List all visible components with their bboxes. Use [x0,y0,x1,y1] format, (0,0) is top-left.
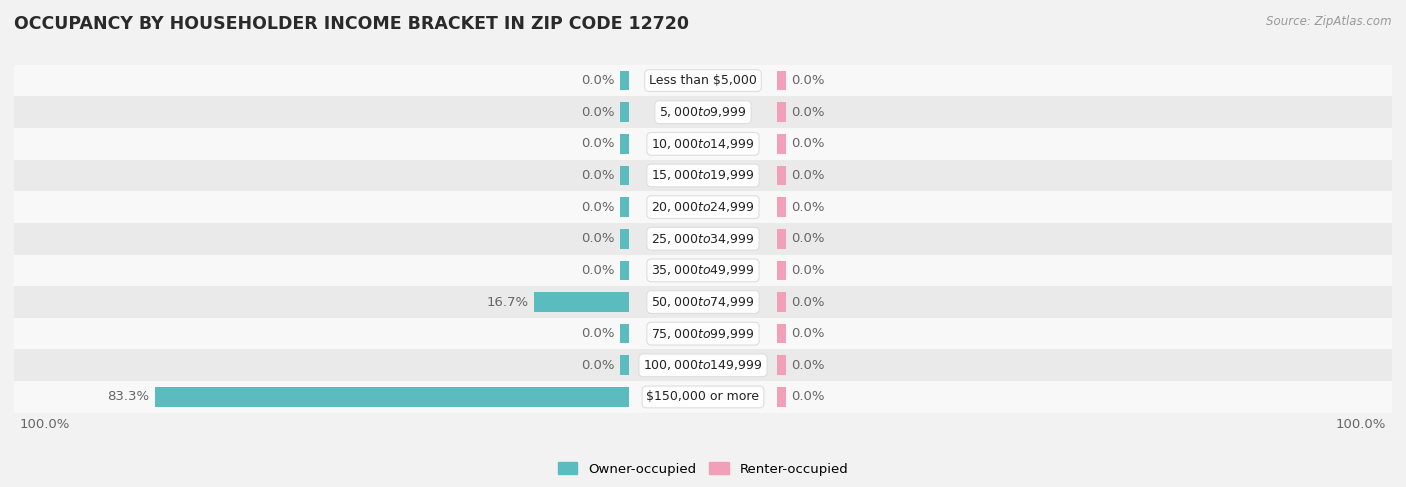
Text: 0.0%: 0.0% [581,169,614,182]
Bar [778,292,786,312]
Text: $150,000 or more: $150,000 or more [647,391,759,403]
Bar [778,229,786,248]
Text: $50,000 to $74,999: $50,000 to $74,999 [651,295,755,309]
Bar [620,197,628,217]
Bar [14,255,1392,286]
Bar [14,160,1392,191]
Bar [14,381,1392,413]
Bar [778,324,786,343]
Bar [155,387,628,407]
Text: 100.0%: 100.0% [20,418,70,431]
Text: $10,000 to $14,999: $10,000 to $14,999 [651,137,755,151]
Text: 0.0%: 0.0% [792,137,825,150]
Text: 83.3%: 83.3% [107,391,149,403]
Text: 0.0%: 0.0% [581,264,614,277]
Text: $25,000 to $34,999: $25,000 to $34,999 [651,232,755,246]
Text: 0.0%: 0.0% [792,391,825,403]
Bar [778,356,786,375]
Bar [778,134,786,154]
Text: Less than $5,000: Less than $5,000 [650,74,756,87]
Text: 0.0%: 0.0% [792,201,825,214]
Text: $20,000 to $24,999: $20,000 to $24,999 [651,200,755,214]
Text: $5,000 to $9,999: $5,000 to $9,999 [659,105,747,119]
Bar [14,191,1392,223]
Bar [14,286,1392,318]
Text: 0.0%: 0.0% [581,74,614,87]
Bar [778,166,786,185]
Bar [778,71,786,91]
Bar [778,387,786,407]
Bar [620,134,628,154]
Text: 0.0%: 0.0% [792,232,825,245]
Bar [778,261,786,280]
Text: 0.0%: 0.0% [581,106,614,119]
Text: 100.0%: 100.0% [1336,418,1386,431]
Legend: Owner-occupied, Renter-occupied: Owner-occupied, Renter-occupied [553,457,853,481]
Text: 0.0%: 0.0% [792,359,825,372]
Text: 0.0%: 0.0% [792,106,825,119]
Bar [620,229,628,248]
Bar [778,197,786,217]
Text: Source: ZipAtlas.com: Source: ZipAtlas.com [1267,15,1392,28]
Text: $75,000 to $99,999: $75,000 to $99,999 [651,327,755,341]
Bar [620,71,628,91]
Text: 16.7%: 16.7% [486,296,529,309]
Bar [620,356,628,375]
Text: 0.0%: 0.0% [792,264,825,277]
Bar [778,102,786,122]
Text: 0.0%: 0.0% [581,201,614,214]
Bar [620,102,628,122]
Bar [14,128,1392,160]
Text: 0.0%: 0.0% [792,74,825,87]
Bar [534,292,628,312]
Text: 0.0%: 0.0% [581,359,614,372]
Bar [14,65,1392,96]
Bar [14,223,1392,255]
Text: $15,000 to $19,999: $15,000 to $19,999 [651,169,755,183]
Bar [620,324,628,343]
Text: 0.0%: 0.0% [792,296,825,309]
Text: 0.0%: 0.0% [792,169,825,182]
Bar [14,350,1392,381]
Text: 0.0%: 0.0% [581,232,614,245]
Text: OCCUPANCY BY HOUSEHOLDER INCOME BRACKET IN ZIP CODE 12720: OCCUPANCY BY HOUSEHOLDER INCOME BRACKET … [14,15,689,33]
Text: $35,000 to $49,999: $35,000 to $49,999 [651,263,755,278]
Text: $100,000 to $149,999: $100,000 to $149,999 [644,358,762,372]
Bar [14,96,1392,128]
Bar [14,318,1392,350]
Bar [620,261,628,280]
Text: 0.0%: 0.0% [792,327,825,340]
Text: 0.0%: 0.0% [581,327,614,340]
Bar [620,166,628,185]
Text: 0.0%: 0.0% [581,137,614,150]
